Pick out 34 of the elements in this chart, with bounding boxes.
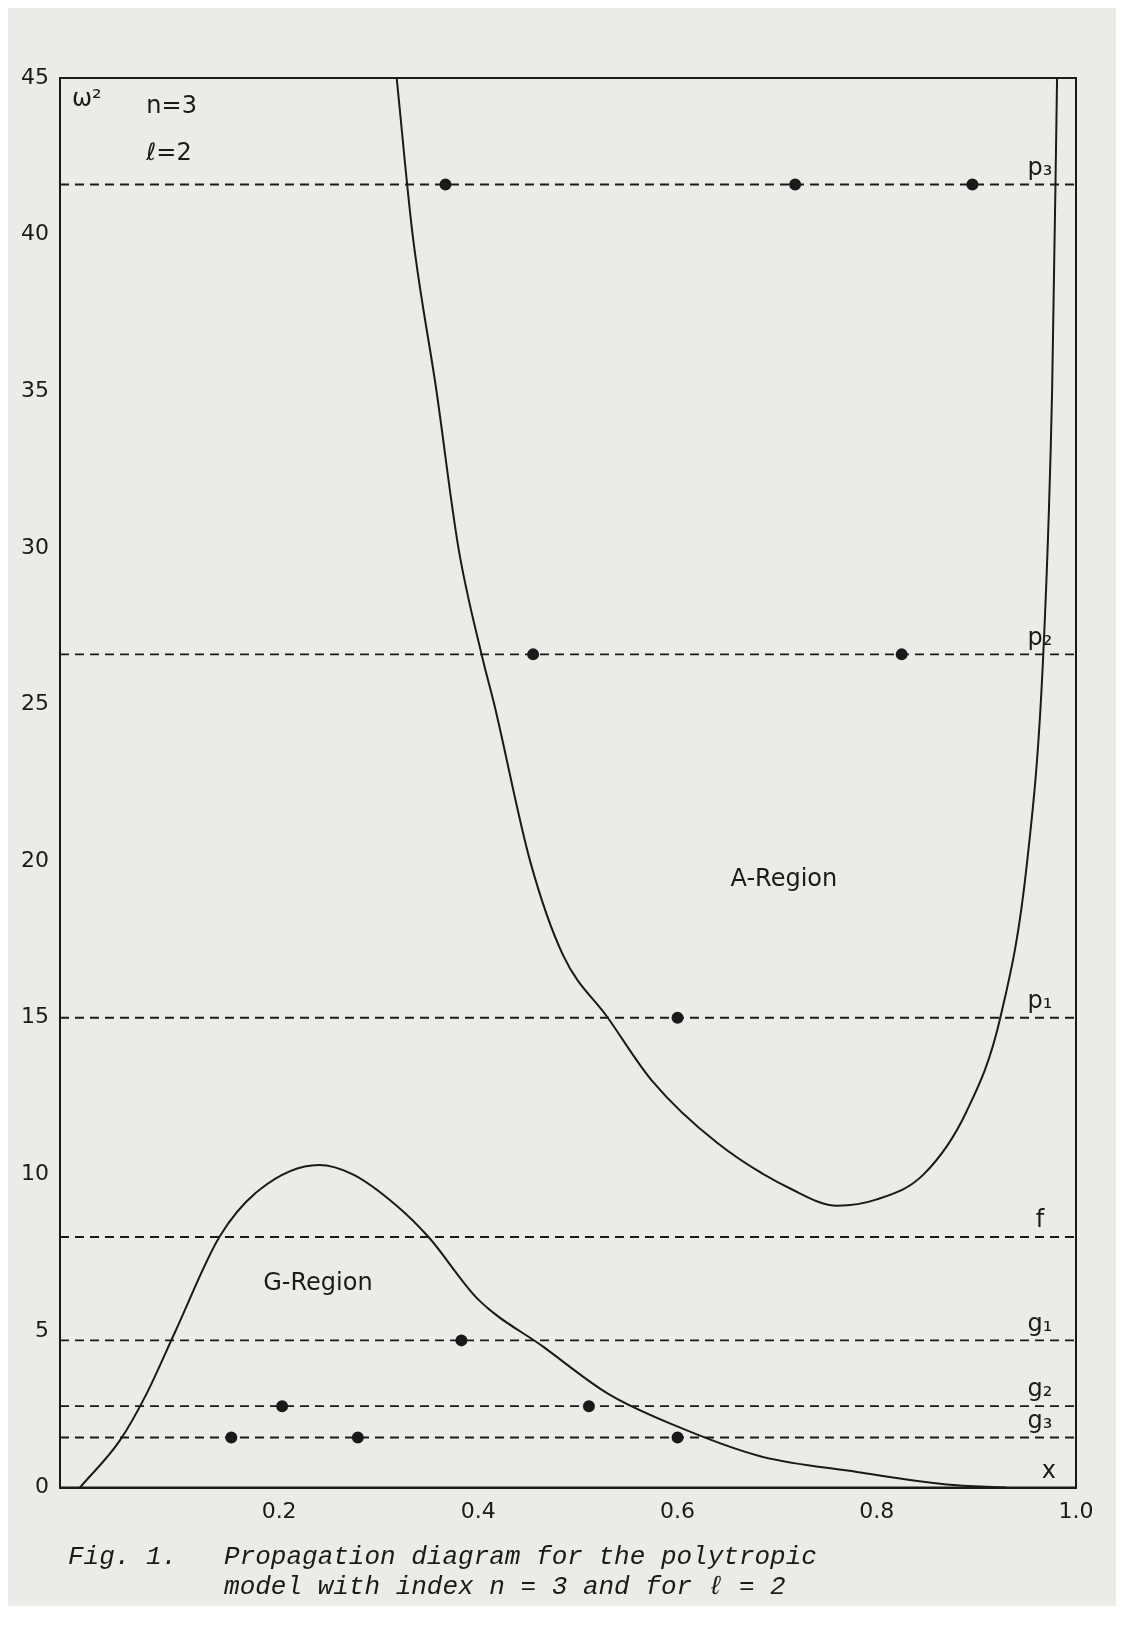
point [789,178,802,191]
ref-line-label: p₃ [1027,152,1053,181]
y-tick-label: 20 [20,846,49,872]
y-tick-label: 15 [20,1003,49,1029]
y-tick-label: 35 [20,376,49,402]
point [966,178,979,191]
x-tick-label: 1.0 [1058,1497,1094,1523]
ref-line-label: g₁ [1027,1308,1053,1337]
caption: Fig. 1. Propagation diagram for the polytropic model with index n = 3 and for ℓ = 2 [67,1541,818,1604]
y-tick-label: 5 [34,1316,49,1342]
x-tick-label: 0.2 [261,1497,297,1523]
x-tick-label: 0.4 [460,1497,496,1523]
y-tick-label: 45 [20,63,49,89]
annotation: G-Region [263,1268,373,1297]
ref-line-label: g₂ [1027,1374,1053,1403]
y-axis-title: ω² [71,84,102,113]
point [671,1431,684,1444]
y-tick-label: 10 [20,1160,49,1186]
ref-line-label: f [1035,1205,1045,1234]
x-axis-title: x [1041,1455,1056,1484]
y-tick-label: 40 [20,220,49,246]
point [351,1431,364,1444]
y-tick-label: 30 [20,533,49,559]
x-tick-label: 0.6 [660,1497,696,1523]
ref-line-label: p₁ [1027,985,1053,1014]
ref-line-label: g₃ [1027,1405,1053,1434]
point [439,178,452,191]
y-tick-label: 0 [34,1473,49,1499]
annotation: n=3 [146,91,197,120]
y-tick-label: 25 [20,690,49,716]
x-tick-label: 0.8 [859,1497,895,1523]
point [276,1400,289,1413]
annotation: A-Region [730,863,838,892]
annotation: ℓ=2 [145,137,192,166]
